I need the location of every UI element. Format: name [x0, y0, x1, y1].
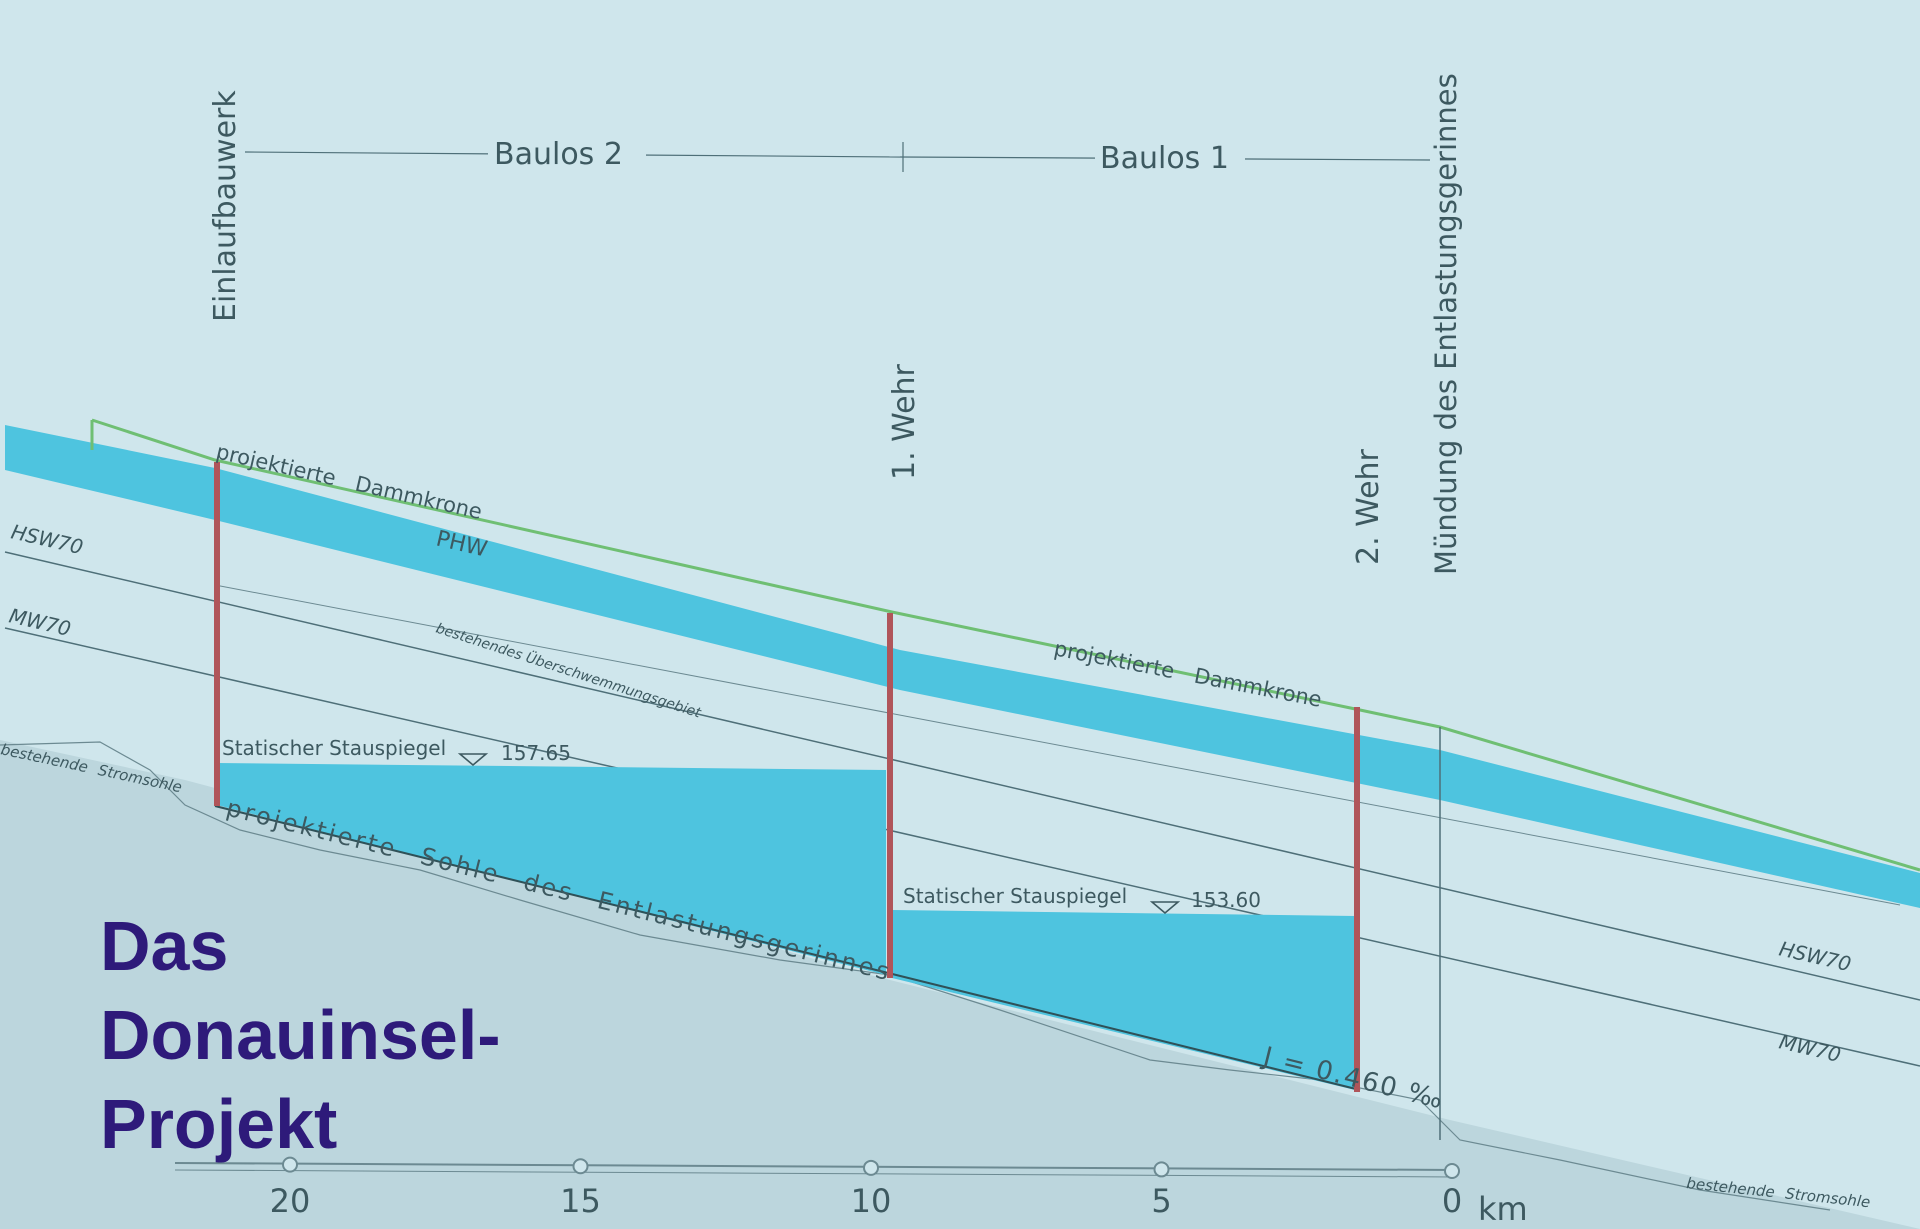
hsw-label-left: HSW70 — [9, 519, 85, 559]
mw-label-right: MW70 — [1777, 1029, 1843, 1066]
km-tick-marker — [282, 1156, 298, 1173]
km-tick-marker — [1444, 1163, 1460, 1180]
baulos-2-label: Baulos 2 — [494, 137, 623, 172]
hsw-label-right: HSW70 — [1777, 936, 1853, 976]
mw-line — [4, 627, 1920, 1067]
km-tick-marker — [863, 1159, 879, 1176]
km-tick-label: 10 — [851, 1182, 892, 1220]
water-level-1-icon — [457, 753, 489, 767]
muendung-label: Mündung des Entlastungsgerinnes — [1429, 73, 1463, 575]
dam-crest-line — [91, 418, 1920, 872]
km-tick-label: 15 — [560, 1182, 601, 1220]
flood-area-line — [214, 584, 1901, 906]
km-tick-label: 5 — [1151, 1182, 1171, 1220]
km-axis-line — [174, 1162, 1456, 1171]
stauspiegel-1-value: 157.65 — [501, 741, 571, 765]
phw-water-band — [5, 425, 1920, 908]
reservoir-1 — [217, 763, 886, 975]
baulos-1-label: Baulos 1 — [1100, 141, 1229, 176]
slide-title-line-1: Das — [100, 907, 229, 985]
existing-riverbed — [0, 741, 1831, 1211]
reservoir-2 — [892, 910, 1355, 1090]
stauspiegel-2-label: Statischer Stauspiegel — [903, 884, 1127, 908]
ground-area — [0, 740, 1920, 1229]
projected-bed-line — [214, 805, 1361, 1091]
wehr-1-label: 1. Wehr — [887, 363, 922, 480]
einlaufbauwerk-label: Einlaufbauwerk — [208, 90, 243, 322]
km-axis-line-lower — [174, 1169, 1456, 1178]
wehr-2-label: 2. Wehr — [1351, 448, 1386, 565]
water-level-2-icon — [1149, 901, 1181, 915]
hsw-line — [4, 551, 1920, 1001]
stauspiegel-1-label: Statischer Stauspiegel — [222, 736, 446, 760]
km-tick-marker — [572, 1158, 589, 1175]
km-tick-label: 20 — [270, 1182, 311, 1220]
stauspiegel-2-value: 153.60 — [1191, 888, 1261, 912]
slide-title: Das Donauinsel- Projekt — [100, 902, 501, 1169]
slide-title-line-3: Projekt — [100, 1085, 338, 1163]
slide-title-line-2: Donauinsel- — [100, 996, 501, 1074]
km-tick-label: 0 — [1442, 1182, 1462, 1220]
km-unit-label: km — [1478, 1190, 1528, 1228]
km-tick-marker — [1153, 1161, 1170, 1178]
km-axis-ticks: 20 15 10 5 0 — [270, 1156, 1462, 1220]
